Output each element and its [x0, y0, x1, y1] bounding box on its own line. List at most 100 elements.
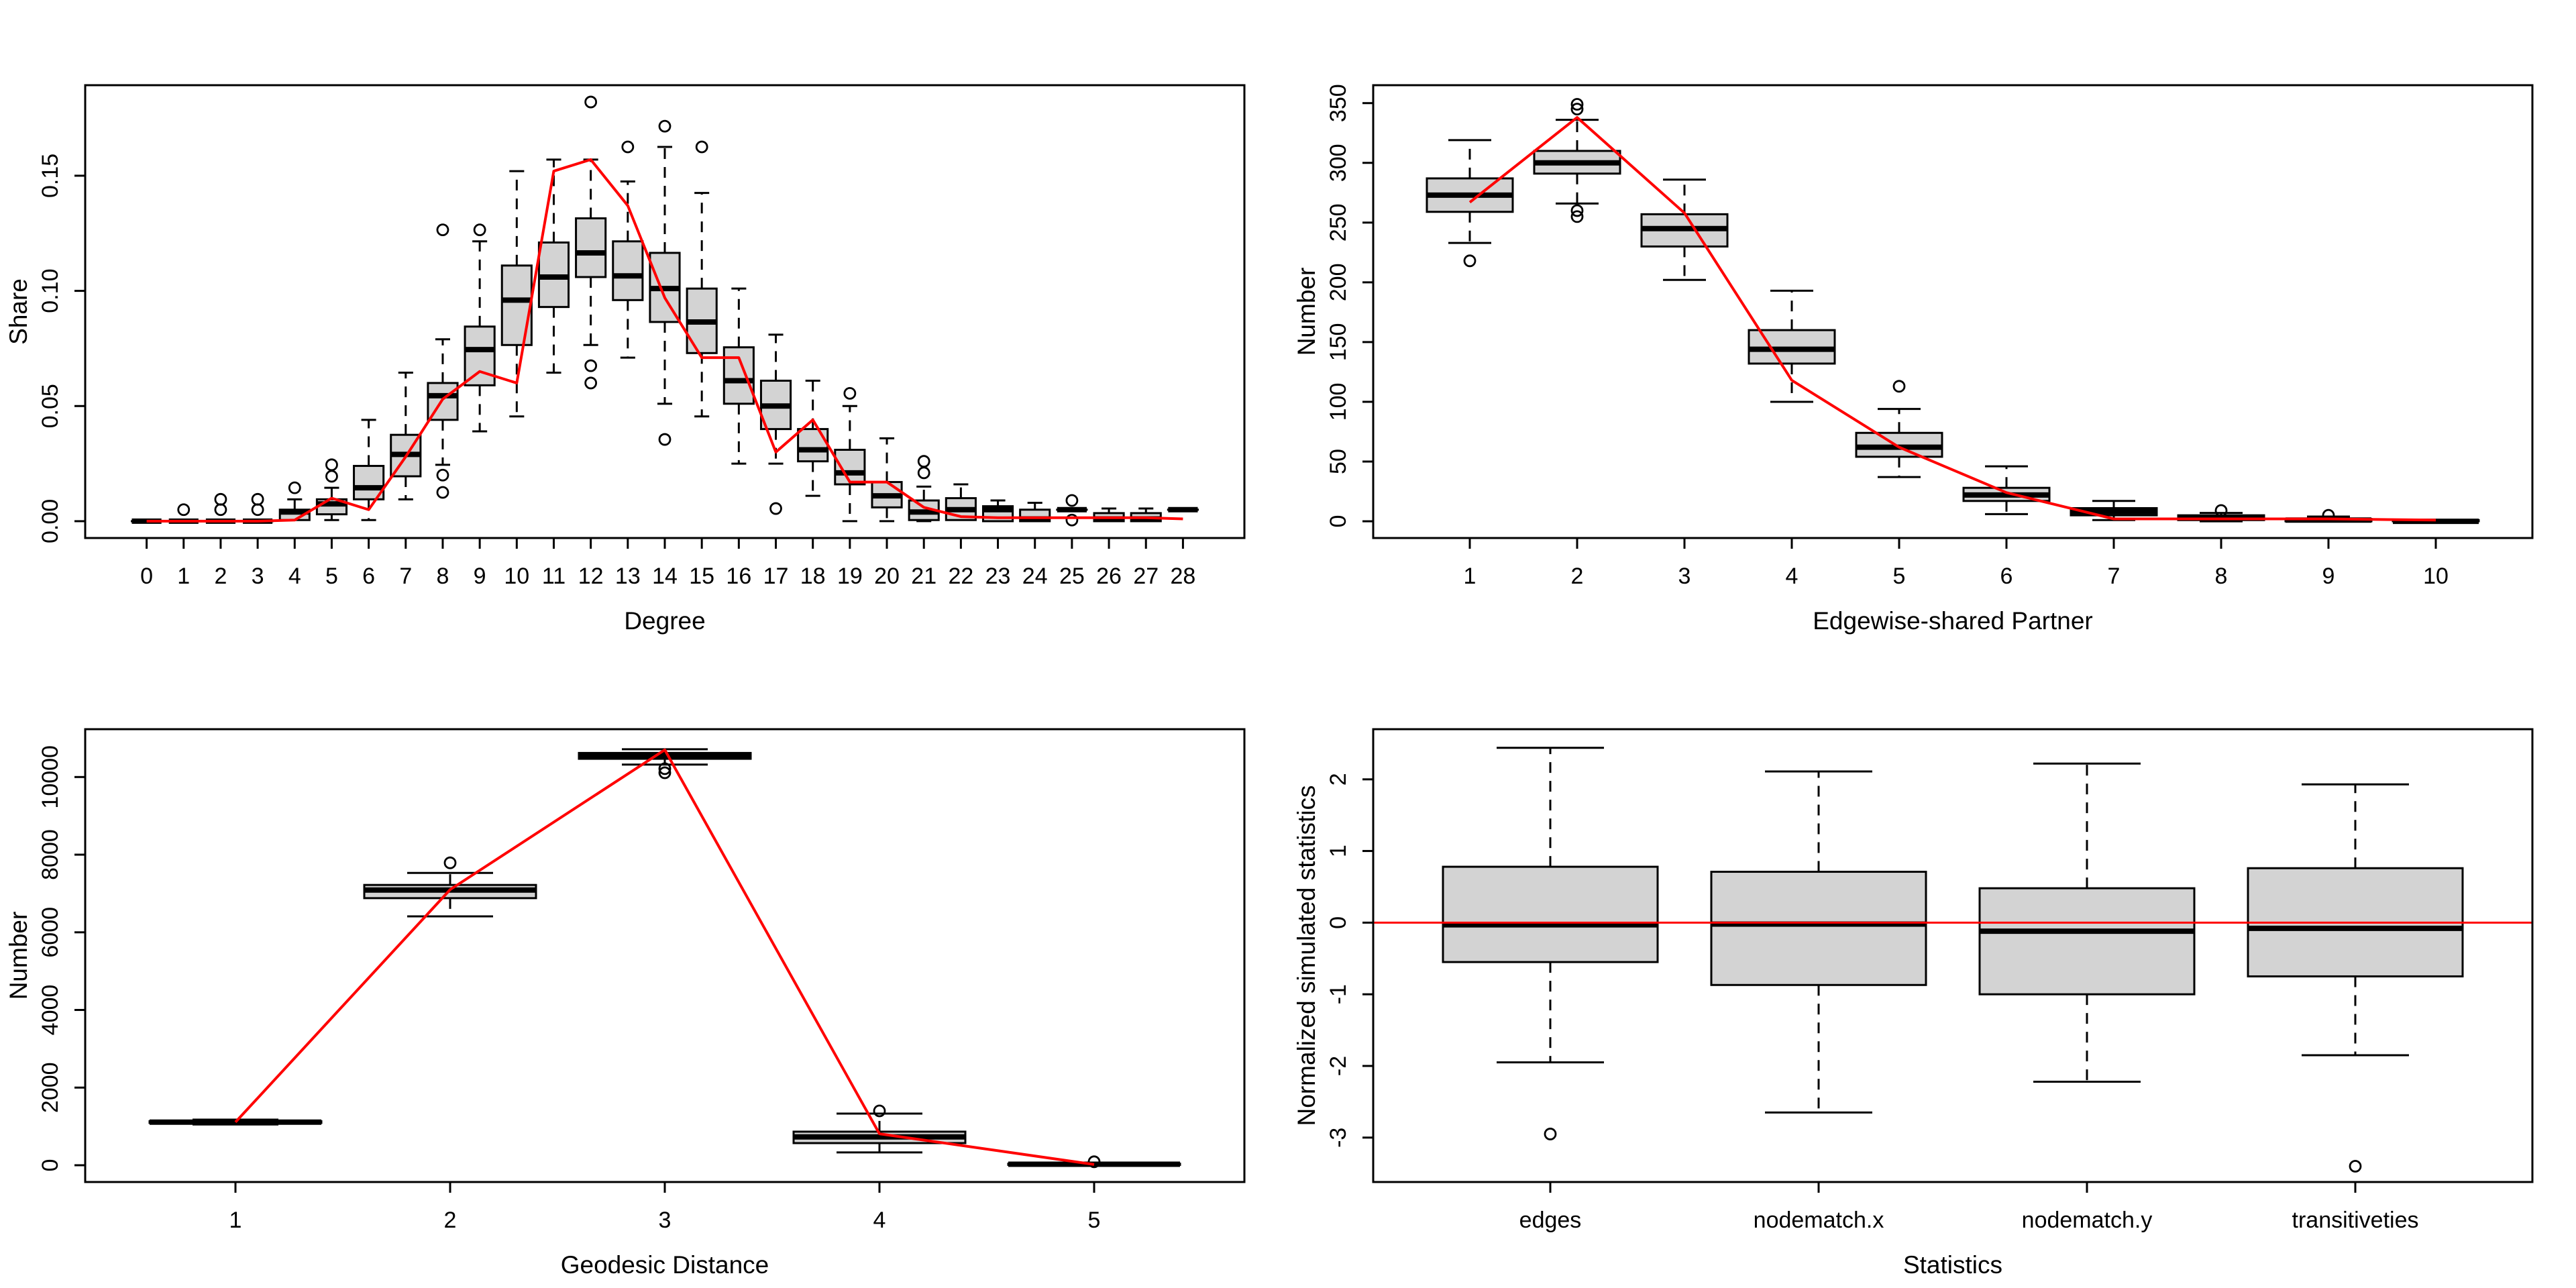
- boxplot-25: [1056, 494, 1088, 527]
- observed-line: [146, 158, 1183, 523]
- x-tick-label: 1: [229, 1208, 242, 1233]
- boxplot-1: [1426, 139, 1514, 268]
- iqr-box: [1442, 865, 1659, 963]
- outlier-point: [325, 458, 338, 472]
- boxplot-6: [353, 419, 385, 521]
- outlier-point: [2322, 508, 2335, 522]
- x-tick-label: 3: [252, 564, 264, 589]
- x-tick-label: 18: [800, 564, 826, 589]
- x-tick-label: 23: [985, 564, 1011, 589]
- boxplot-19: [834, 386, 866, 523]
- outlier-point: [658, 766, 672, 780]
- y-tick-label: 250: [1326, 203, 1351, 241]
- boxplot-nodematch.x: [1710, 770, 1927, 1114]
- outlier-point: [658, 762, 672, 775]
- x-axis-title: Degree: [624, 607, 705, 635]
- x-tick-label: 1: [177, 564, 190, 589]
- x-tick-label: 17: [763, 564, 789, 589]
- iqr-box: [612, 240, 644, 301]
- x-tick-label: 8: [437, 564, 449, 589]
- x-tick-label: 2: [214, 564, 227, 589]
- x-tick-label: 5: [1088, 1208, 1101, 1233]
- y-axis: 0.00 0.05 0.10 0.15 Share: [5, 154, 85, 543]
- outlier-point: [843, 386, 857, 400]
- outlier-point: [177, 503, 191, 517]
- panel-statistics: -3 -2 -1 0 1 2 Normalized simulated statistics…: [1288, 644, 2576, 1288]
- y-axis-title: Number: [1293, 268, 1320, 356]
- y-tick-label: 0.00: [38, 499, 63, 543]
- x-tick-label: 5: [1893, 564, 1906, 589]
- outlier-point: [1570, 204, 1584, 217]
- y-axis: 0 50 100 150 200 250 300 350 Number: [1293, 84, 1373, 528]
- x-tick-label: 24: [1022, 564, 1048, 589]
- y-tick-label: 0: [38, 1159, 63, 1172]
- x-axis: 0 1 2 3 4 5 6 7 8 9 10 11 12 13 14 15 16 17 18 19 20 21 22 23 24…: [140, 538, 1195, 635]
- x-tick-label: 22: [948, 564, 973, 589]
- outlier-point: [443, 856, 457, 869]
- y-axis: -3 -2 -1 0 1 2 Normalized simulated statistics: [1293, 773, 1373, 1148]
- y-axis-title: Normalized simulated statistics: [1293, 786, 1320, 1126]
- boxplot-4: [1748, 289, 1836, 403]
- y-tick-label: 0.05: [38, 384, 63, 428]
- y-tick-label: 0.10: [38, 269, 63, 313]
- outlier-point: [436, 486, 449, 499]
- boxplot-4: [278, 481, 311, 521]
- x-tick-label: transitiveties: [2292, 1208, 2419, 1233]
- y-tick-label: 350: [1326, 84, 1351, 122]
- outlier-point: [251, 492, 264, 506]
- boxplot-9: [464, 223, 496, 433]
- y-tick-label: 10000: [38, 745, 63, 809]
- y-tick-label: -2: [1326, 1056, 1351, 1076]
- x-tick-label: 14: [652, 564, 678, 589]
- outlier-point: [2214, 504, 2228, 517]
- outlier-point: [214, 492, 227, 506]
- x-tick-label: 2: [444, 1208, 457, 1233]
- x-tick-label: 0: [140, 564, 153, 589]
- panel-background: [0, 0, 1288, 644]
- outlier-point: [1065, 494, 1079, 507]
- outlier-point: [658, 119, 672, 133]
- boxplot-nodematch.y: [1978, 762, 2196, 1083]
- x-tick-label: 2: [1571, 564, 1584, 589]
- x-tick-label: 4: [288, 564, 301, 589]
- x-tick-label: 4: [873, 1208, 886, 1233]
- iqr-box: [1710, 871, 1927, 986]
- y-tick-label: 0: [1326, 916, 1351, 929]
- x-tick-label: 9: [474, 564, 486, 589]
- x-tick-label: 6: [362, 564, 375, 589]
- y-axis: 0 2000 4000 6000 8000 10000 Number: [5, 745, 85, 1171]
- y-tick-label: 1: [1326, 845, 1351, 857]
- boxplot-13: [612, 140, 644, 359]
- x-tick-label: 7: [399, 564, 412, 589]
- x-tick-label: 13: [615, 564, 641, 589]
- y-tick-label: 6000: [38, 907, 63, 958]
- iqr-box: [797, 428, 829, 463]
- outlier-point: [584, 95, 598, 109]
- y-tick-label: 8000: [38, 829, 63, 880]
- boxplot-14: [649, 119, 681, 446]
- x-tick-label: 10: [504, 564, 529, 589]
- x-tick-label: 1: [1464, 564, 1477, 589]
- y-tick-label: 50: [1326, 449, 1351, 474]
- x-tick-label: nodematch.y: [2022, 1208, 2153, 1233]
- boxplot-20: [871, 437, 903, 523]
- outlier-point: [1087, 1155, 1101, 1169]
- edgewise-shared-partner-chart: 0 50 100 150 200 250 300 350 Number 1 2 3 4 5 6 7 8 9 10 Ed…: [1288, 0, 2576, 644]
- x-tick-label: 27: [1133, 564, 1159, 589]
- panel-background: [1288, 0, 2576, 644]
- outlier-point: [1544, 1128, 1557, 1140]
- x-tick-label: 26: [1096, 564, 1122, 589]
- outlier-point: [769, 502, 782, 515]
- x-axis-title: Statistics: [1903, 1251, 2002, 1279]
- iqr-box: [575, 217, 607, 278]
- iqr-box: [464, 325, 496, 386]
- outlier-point: [584, 376, 598, 390]
- outlier-point: [873, 1104, 886, 1118]
- iqr-box: [722, 346, 755, 405]
- iqr-box: [1978, 887, 2196, 996]
- x-axis-title: Geodesic Distance: [561, 1251, 769, 1279]
- x-axis-title: Edgewise-shared Partner: [1813, 607, 2093, 635]
- boxplot-11: [537, 158, 570, 374]
- statistics-chart: -3 -2 -1 0 1 2 Normalized simulated statistics…: [1288, 644, 2576, 1288]
